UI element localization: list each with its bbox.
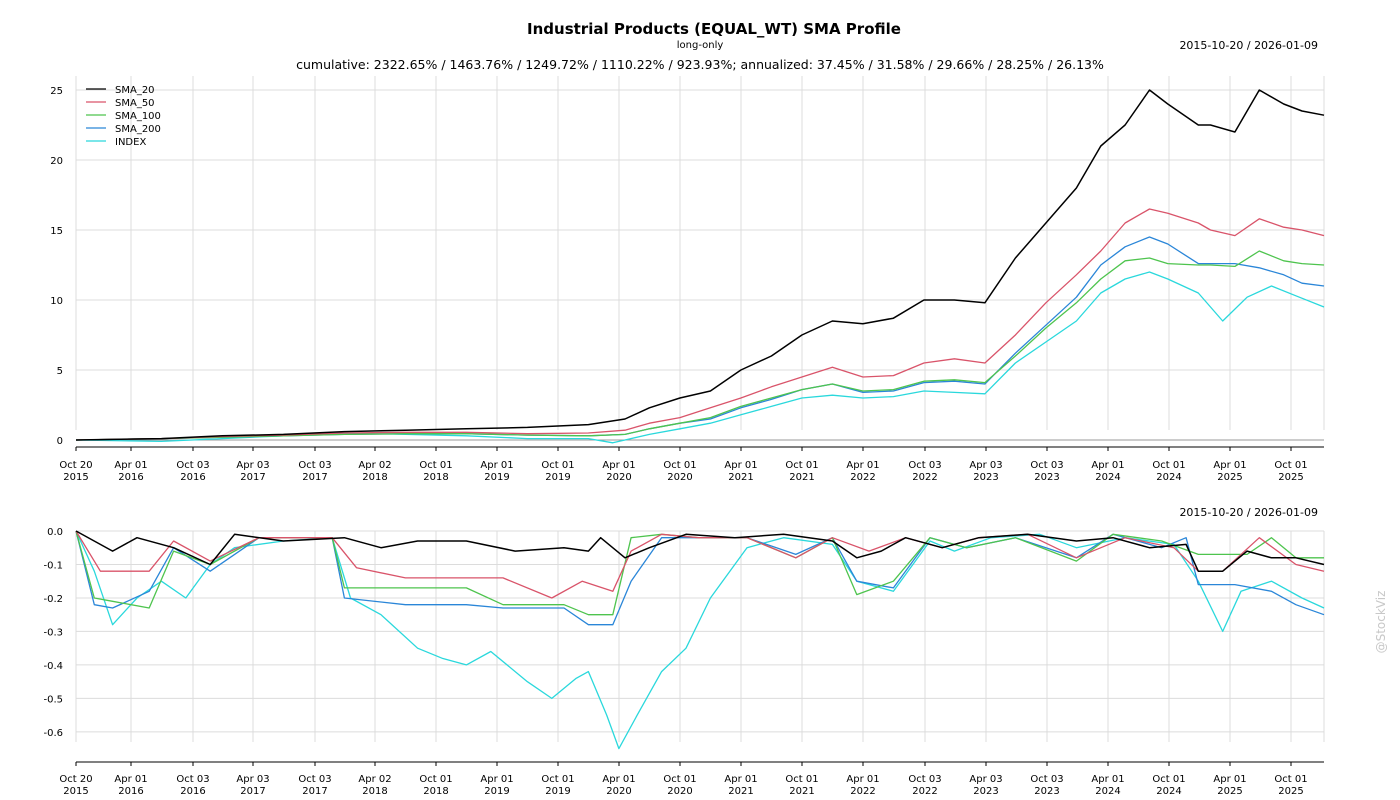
- x-tick-label: Oct 03 2016: [176, 460, 209, 483]
- x-tick-label: Apr 01 2024: [1091, 774, 1124, 797]
- y-tick-label: 5: [57, 366, 63, 377]
- x-tick-label: Apr 02 2018: [358, 460, 391, 483]
- series-line-sma-50: [75, 530, 1325, 599]
- x-tick-label: Oct 01 2020: [663, 460, 696, 483]
- date-range-top: 2015-10-20 / 2026-01-09: [1179, 39, 1318, 52]
- watermark: @StockViz: [1374, 591, 1388, 654]
- y-tick-label: -0.6: [43, 728, 63, 739]
- series-line-sma-20: [75, 530, 1325, 572]
- x-tick-label: Oct 03 2022: [908, 774, 941, 797]
- date-range-bottom: 2015-10-20 / 2026-01-09: [1179, 506, 1318, 519]
- x-tick-label: Oct 03 2023: [1030, 460, 1063, 483]
- legend-label: INDEX: [115, 137, 146, 148]
- drawdown-panel: 0.0 -0.1 -0.2 -0.3 -0.4 -0.5 -0.6 Oct 20 2015 Apr…: [43, 527, 1325, 797]
- cumulative-returns-panel: 0 5 10 15 20 25 Oct 20 2015 Apr 01 2016 Oct 03 2016…: [50, 76, 1325, 483]
- y-tick-label: -0.3: [43, 627, 63, 638]
- x-tick-label: Oct 01 2025: [1274, 774, 1307, 797]
- y-tick-label: -0.5: [43, 694, 63, 705]
- x-tick-label: Apr 01 2025: [1213, 774, 1246, 797]
- x-tick-label: Apr 01 2019: [480, 774, 513, 797]
- x-tick-label: Apr 01 2020: [602, 460, 635, 483]
- x-tick-label: Apr 03 2023: [969, 774, 1002, 797]
- x-tick-label: Apr 01 2021: [724, 774, 757, 797]
- y-tick-label: -0.4: [43, 661, 63, 672]
- y-tick-label: 0: [57, 436, 63, 447]
- y-tick-label: 25: [50, 86, 63, 97]
- x-tick-label: Apr 03 2017: [236, 460, 269, 483]
- x-tick-label: Oct 01 2024: [1152, 460, 1185, 483]
- y-tick-label: 10: [50, 296, 63, 307]
- x-tick-label: Oct 01 2018: [419, 774, 452, 797]
- x-tick-label: Oct 03 2017: [298, 774, 331, 797]
- x-tick-label: Apr 02 2018: [358, 774, 391, 797]
- x-tick-label: Oct 01 2025: [1274, 460, 1307, 483]
- series-line-sma-200: [75, 530, 1325, 626]
- x-tick-label: Oct 03 2023: [1030, 774, 1063, 797]
- y-tick-label: 15: [50, 226, 63, 237]
- y-tick-label: 0.0: [47, 527, 63, 538]
- legend-label: SMA_100: [115, 111, 161, 122]
- x-tick-label: Apr 01 2020: [602, 774, 635, 797]
- series-line-sma-20: [75, 89, 1325, 441]
- x-tick-label: Apr 01 2016: [114, 460, 147, 483]
- y-tick-label: -0.2: [43, 594, 63, 605]
- x-tick-label: Apr 01 2016: [114, 774, 147, 797]
- x-tick-label: Oct 03 2022: [908, 460, 941, 483]
- x-tick-label: Apr 03 2023: [969, 460, 1002, 483]
- y-tick-label: 20: [50, 156, 63, 167]
- x-tick-label: Apr 01 2021: [724, 460, 757, 483]
- x-tick-label: Oct 20 2015: [59, 460, 92, 483]
- x-tick-label: Apr 01 2025: [1213, 460, 1246, 483]
- x-tick-label: Oct 01 2019: [541, 460, 574, 483]
- y-tick-label: -0.1: [43, 560, 63, 571]
- chart-title: Industrial Products (EQUAL_WT) SMA Profi…: [527, 20, 901, 38]
- x-tick-label: Oct 03 2017: [298, 460, 331, 483]
- stats-line: cumulative: 2322.65% / 1463.76% / 1249.7…: [296, 57, 1104, 72]
- x-tick-label: Oct 01 2024: [1152, 774, 1185, 797]
- series-line-sma-200: [75, 236, 1325, 441]
- x-tick-label: Oct 01 2021: [785, 460, 818, 483]
- x-tick-label: Oct 01 2019: [541, 774, 574, 797]
- chart-subtitle: long-only: [677, 40, 724, 51]
- x-tick-label: Apr 01 2022: [846, 774, 879, 797]
- x-tick-label: Apr 01 2022: [846, 460, 879, 483]
- series-line-sma-100: [75, 250, 1325, 441]
- x-tick-label: Oct 01 2018: [419, 460, 452, 483]
- x-tick-label: Apr 01 2019: [480, 460, 513, 483]
- x-tick-label: Oct 03 2016: [176, 774, 209, 797]
- x-tick-label: Oct 20 2015: [59, 774, 92, 797]
- x-tick-label: Oct 01 2020: [663, 774, 696, 797]
- series-line-index: [75, 530, 1325, 750]
- x-tick-label: Oct 01 2021: [785, 774, 818, 797]
- x-tick-label: Apr 01 2024: [1091, 460, 1124, 483]
- x-tick-label: Apr 03 2017: [236, 774, 269, 797]
- legend-label: SMA_200: [115, 124, 161, 135]
- legend-label: SMA_50: [115, 98, 155, 109]
- series-line-sma-50: [75, 208, 1325, 441]
- legend-label: SMA_20: [115, 85, 155, 96]
- legend: SMA_20 SMA_50 SMA_100 SMA_200 INDEX: [86, 85, 161, 148]
- series-line-index: [75, 271, 1325, 444]
